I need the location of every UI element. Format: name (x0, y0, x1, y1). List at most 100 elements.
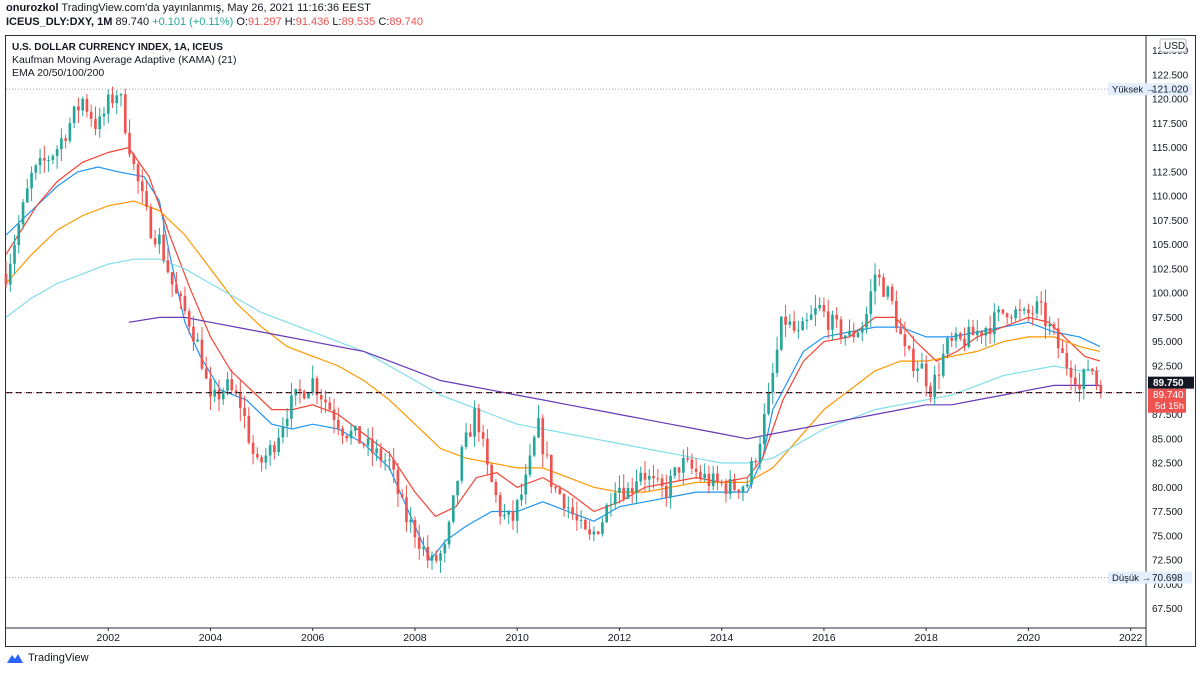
candle (405, 485, 408, 532)
candle-body (77, 106, 80, 111)
candle-body (660, 478, 664, 486)
x-tick-label: 2008 (403, 632, 427, 644)
candle (558, 485, 562, 495)
candle-body (524, 474, 528, 495)
candle-body (780, 316, 783, 350)
candle (686, 446, 689, 463)
candle (733, 473, 736, 492)
candle-body (349, 430, 353, 439)
candle (81, 96, 85, 117)
open-label: O: (236, 16, 248, 28)
y-tick-label: 100.000 (1152, 289, 1189, 300)
candle-body (941, 353, 945, 376)
candle (430, 551, 434, 570)
candle (856, 328, 860, 338)
x-tick-label: 2002 (97, 632, 121, 644)
candle-body (68, 123, 72, 141)
legend-ema[interactable]: EMA 20/50/100/200 (12, 67, 105, 79)
candle-body (647, 475, 651, 480)
y-tick-label: 87.500 (1152, 410, 1183, 421)
candle (937, 362, 941, 390)
kama-line (5, 166, 1101, 562)
x-tick-label: 2010 (506, 632, 530, 644)
candle (494, 478, 498, 504)
x-tick-label: 2022 (1119, 632, 1143, 644)
candle-body (1095, 370, 1098, 385)
publish-info: onurozkol TradingView.com'da yayınlanmış… (6, 2, 371, 14)
candle-body (1044, 302, 1047, 327)
x-tick-label: 2012 (608, 632, 632, 644)
candle-body (153, 238, 157, 245)
candle-body (622, 487, 626, 499)
candle (1073, 364, 1077, 394)
candle-body (788, 321, 792, 325)
candle-body (192, 326, 195, 342)
legend-title[interactable]: U.S. DOLLAR CURRENCY INDEX, 1A, ICEUS (12, 42, 223, 53)
candle (1048, 316, 1052, 336)
candle (660, 474, 664, 498)
close-value: 89.740 (389, 16, 423, 28)
candle (1069, 360, 1073, 391)
candle (963, 327, 966, 352)
candle (354, 425, 357, 437)
y-tick-label: 102.500 (1152, 264, 1189, 275)
candle-body (895, 300, 898, 329)
candle-body (25, 188, 29, 203)
candle-body (835, 314, 839, 320)
candle-body (656, 478, 660, 480)
candle-body (264, 455, 268, 463)
candle-body (145, 191, 148, 207)
candle-body (1099, 384, 1103, 393)
candle-body (596, 531, 600, 534)
y-tick-label: 77.500 (1152, 507, 1183, 518)
candle (511, 500, 515, 530)
candle-body (362, 443, 366, 446)
candle (656, 468, 660, 483)
legend-kama[interactable]: Kaufman Moving Average Adaptive (KAMA) (… (12, 54, 237, 66)
candle-body (494, 481, 498, 496)
candle (379, 442, 383, 468)
candle (294, 388, 298, 406)
candle-body (809, 314, 813, 320)
candle-body (584, 519, 587, 530)
candle-body (643, 472, 647, 480)
candle-body (123, 94, 127, 133)
candle-body (417, 537, 421, 549)
y-tick-label: 117.500 (1152, 119, 1188, 130)
candle (831, 310, 834, 340)
candle (975, 319, 979, 342)
candle-body (209, 378, 212, 397)
candle-body (775, 349, 779, 374)
candle (537, 405, 540, 439)
candle (55, 145, 59, 169)
candle (814, 294, 817, 327)
candle-body (149, 206, 153, 239)
candle-body (1048, 324, 1052, 327)
author-name[interactable]: onurozkol (6, 2, 59, 14)
candle-body (690, 459, 694, 469)
candle (941, 343, 945, 378)
candle (562, 492, 566, 517)
x-tick-label: 2016 (812, 632, 836, 644)
candle (1022, 306, 1026, 315)
candle-body (626, 488, 630, 499)
candle (826, 299, 830, 339)
candle-body (767, 392, 770, 414)
candle-body (1035, 301, 1039, 314)
candle (571, 497, 574, 520)
candle (153, 229, 157, 248)
candle-body (430, 555, 434, 561)
candle (639, 466, 643, 486)
candle-body (47, 160, 50, 162)
candle-body (737, 489, 741, 493)
candle (315, 375, 319, 405)
candle (192, 316, 195, 352)
candle (792, 310, 796, 334)
candle-body (490, 464, 493, 482)
x-tick-label: 2014 (710, 632, 734, 644)
candle (60, 128, 63, 162)
footer-brand[interactable]: TradingView (6, 652, 89, 664)
candle (234, 384, 238, 397)
candle-body (549, 454, 553, 487)
